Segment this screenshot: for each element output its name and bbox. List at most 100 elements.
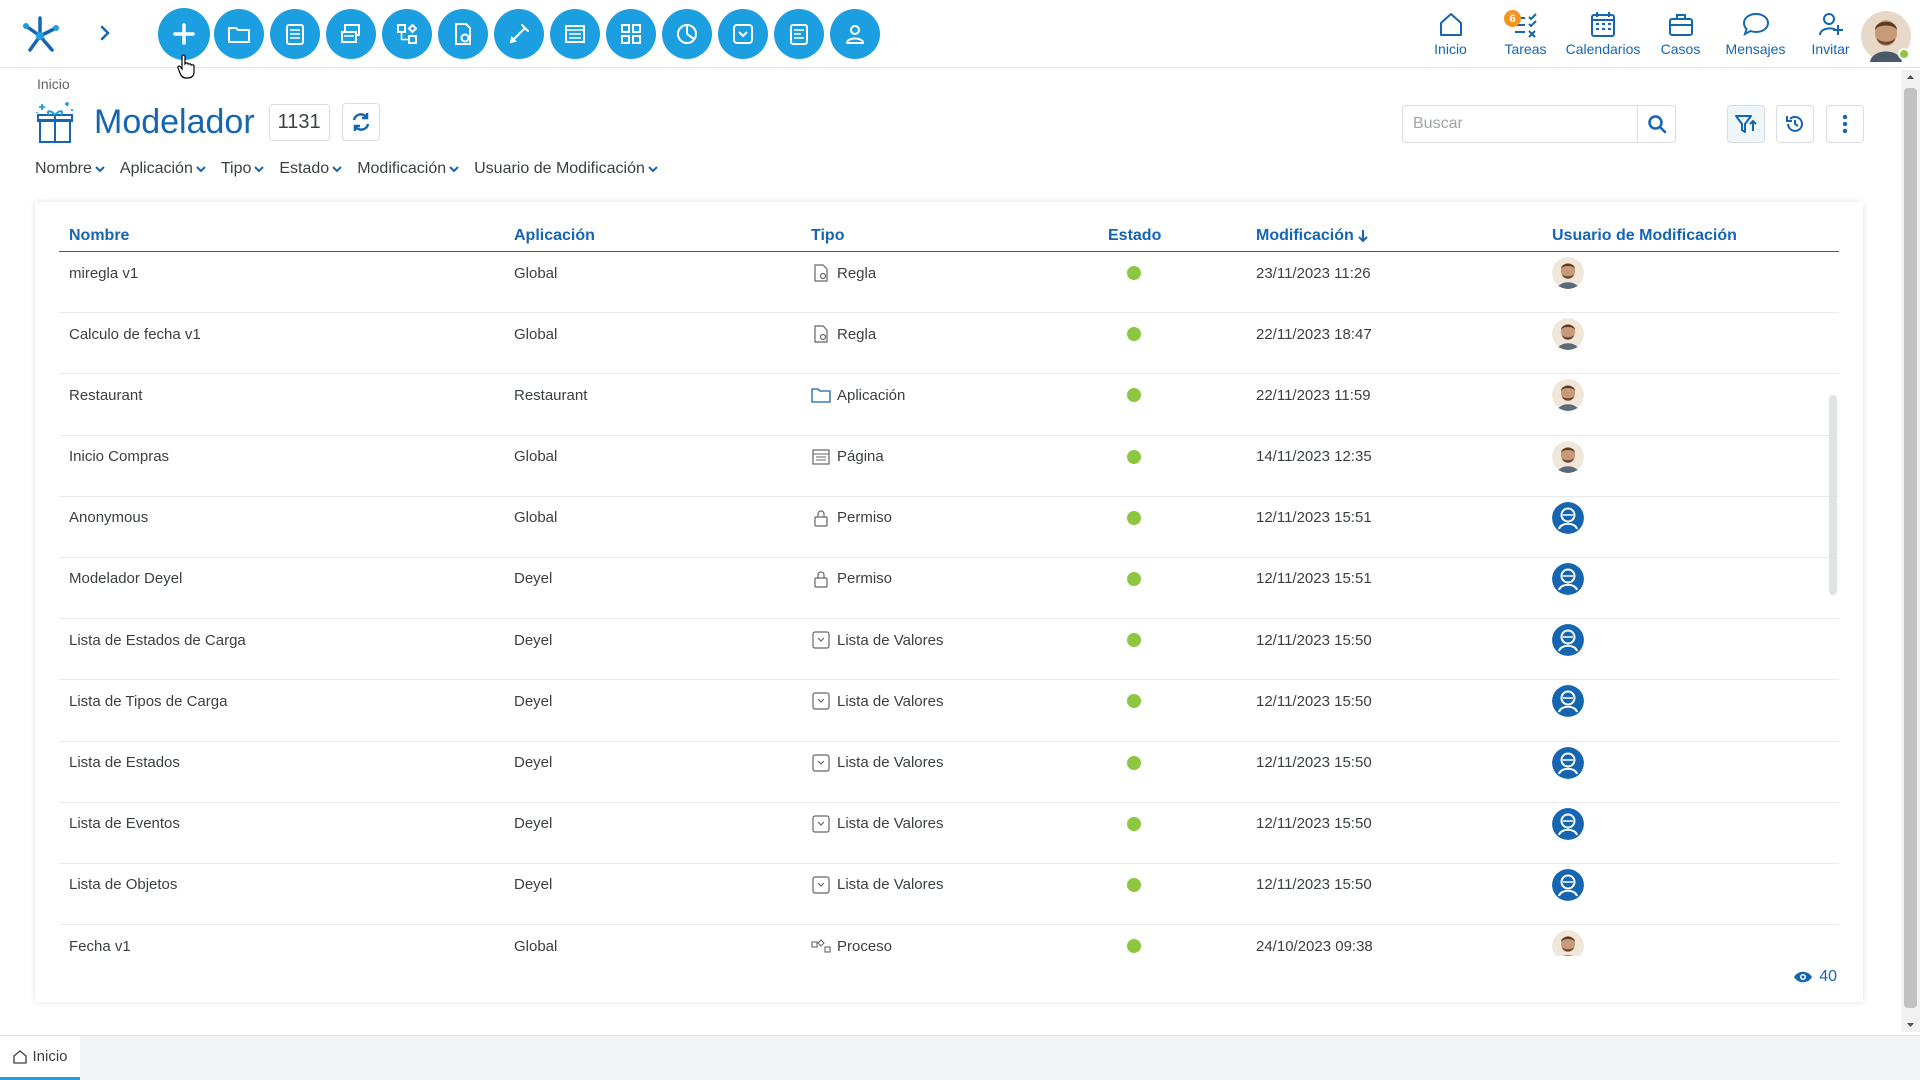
nav-invitar[interactable]: Invitar [1793,10,1868,57]
tab-inicio[interactable]: Inicio [0,1036,80,1080]
table-row[interactable]: Lista de Tipos de Carga Deyel Lista de Val… [59,680,1839,742]
cell-nombre[interactable]: miregla v1 [69,260,138,286]
cell-tipo: Regla [811,321,876,347]
nav-inicio[interactable]: Inicio [1413,10,1488,57]
cell-nombre[interactable]: Anonymous [69,505,148,531]
nav-casos[interactable]: Casos [1643,10,1718,57]
cell-usuario[interactable] [1552,562,1584,595]
table-row[interactable]: Lista de Eventos Deyel Lista de Valores 12/… [59,803,1839,864]
header-tipo[interactable]: Tipo [811,227,844,245]
table-row[interactable]: miregla v1 Global Regla 23/11/2023 11:26 [59,252,1839,314]
reports-button[interactable] [774,9,824,59]
page-scrollbar[interactable] [1901,70,1920,1032]
header-estado[interactable]: Estado [1108,227,1161,245]
processes-button[interactable] [382,9,432,59]
home-icon [1439,13,1462,36]
cell-usuario[interactable] [1552,930,1584,956]
search-input[interactable] [1403,106,1637,142]
item-application: Global [514,325,558,343]
refresh-button[interactable] [341,103,380,141]
forms-button[interactable] [270,9,320,59]
filter-aplicacion[interactable]: Aplicación [120,160,207,178]
item-type: Proceso [837,937,893,955]
current-user-avatar[interactable] [1860,10,1912,62]
pages-button[interactable] [550,9,600,59]
scroll-down-arrow-icon[interactable] [1901,1018,1920,1032]
cell-usuario[interactable] [1552,807,1584,840]
cell-nombre[interactable]: Lista de Estados de Carga [69,627,246,653]
cell-nombre[interactable]: Lista de Eventos [69,811,180,837]
cell-modificacion: 22/11/2023 11:59 [1256,382,1371,408]
table-row[interactable]: Fecha v1 Global Proceso 24/10/2023 09:38 [59,925,1839,956]
value-lists-button[interactable] [718,9,768,59]
filter-usuario[interactable]: Usuario de Modificación [474,160,659,178]
cell-nombre[interactable]: Fecha v1 [69,933,131,956]
cell-usuario[interactable] [1552,685,1584,718]
table-row[interactable]: Calculo de fecha v1 Global Regla 22/11/2023… [59,313,1839,375]
table-row[interactable]: Lista de Estados Deyel Lista de Valores 12/… [59,742,1839,803]
header-usuario[interactable]: Usuario de Modificación [1552,227,1737,245]
nav-casos-label: Casos [1660,41,1701,57]
filter-tipo[interactable]: Tipo [221,160,266,178]
cell-nombre[interactable]: Inicio Compras [69,444,169,470]
more-options-button[interactable] [1826,105,1864,143]
cell-nombre[interactable]: Lista de Estados [69,750,180,776]
history-button[interactable] [1776,105,1814,143]
cell-usuario[interactable] [1552,379,1584,412]
header-aplicacion[interactable]: Aplicación [514,227,595,245]
item-modified-date: 12/11/2023 15:50 [1256,692,1372,710]
users-button[interactable] [830,9,880,59]
new-button[interactable] [158,8,210,60]
cell-usuario[interactable] [1552,746,1584,779]
filter-modificacion[interactable]: Modificación [357,160,460,178]
table-row[interactable]: Restaurant Restaurant Aplicación 22/11/2023… [59,374,1839,436]
cell-nombre[interactable]: Lista de Objetos [69,872,177,898]
search-button[interactable] [1637,106,1675,142]
table-row[interactable]: Modelador Deyel Deyel Permiso 12/11/2023 15… [59,558,1839,620]
page-scrollbar-thumb[interactable] [1904,88,1917,1008]
chevron-right-icon[interactable] [96,22,114,44]
cell-nombre[interactable]: Calculo de fecha v1 [69,321,201,347]
status-active-dot [1127,877,1141,892]
cell-usuario[interactable] [1552,318,1584,351]
dashboards-button[interactable] [606,9,656,59]
cell-tipo: Permiso [811,566,892,592]
table-scrollbar[interactable] [1829,395,1837,595]
breadcrumb[interactable]: Inicio [37,76,70,92]
cell-tipo: Lista de Valores [811,872,943,898]
drawing-button[interactable] [494,9,544,59]
filter-button[interactable] [1727,105,1765,143]
table-row[interactable]: Inicio Compras Global Página 14/11/2023 12:… [59,436,1839,497]
nav-calendarios[interactable]: Calendarios [1563,10,1643,57]
deyel-logo-icon[interactable] [18,12,62,56]
item-modified-date: 23/11/2023 11:26 [1256,264,1371,282]
filter-nombre[interactable]: Nombre [35,160,106,178]
cell-tipo: Regla [811,260,876,286]
cell-tipo: Aplicación [811,382,905,408]
cell-usuario[interactable] [1552,501,1584,534]
table-row[interactable]: Anonymous Global Permiso 12/11/2023 15:51 [59,497,1839,558]
nav-mensajes[interactable]: Mensajes [1718,10,1793,57]
cell-usuario[interactable] [1552,868,1584,901]
header-nombre[interactable]: Nombre [69,227,129,245]
applications-button[interactable] [214,9,264,59]
rules-button[interactable] [438,9,488,59]
table-row[interactable]: Lista de Objetos Deyel Lista de Valores 12/… [59,864,1839,926]
header-modificacion[interactable]: Modificación [1256,227,1369,245]
cell-usuario[interactable] [1552,624,1584,657]
dropdown-icon [811,814,837,834]
charts-button[interactable] [662,9,712,59]
cell-nombre[interactable]: Lista de Tipos de Carga [69,688,227,714]
cell-nombre[interactable]: Modelador Deyel [69,566,182,592]
filter-estado[interactable]: Estado [279,160,343,178]
cell-nombre[interactable]: Restaurant [69,382,142,408]
cell-usuario[interactable] [1552,440,1584,473]
nav-tareas[interactable]: 6 Tareas [1488,10,1563,57]
cell-usuario[interactable] [1552,257,1584,289]
table-row[interactable]: Lista de Estados de Carga Deyel Lista de V… [59,619,1839,681]
item-application: Deyel [514,570,553,588]
cell-tipo: Página [811,444,884,470]
cell-aplicacion: Deyel [514,750,552,776]
scroll-up-arrow-icon[interactable] [1901,70,1920,84]
entities-button[interactable] [326,9,376,59]
